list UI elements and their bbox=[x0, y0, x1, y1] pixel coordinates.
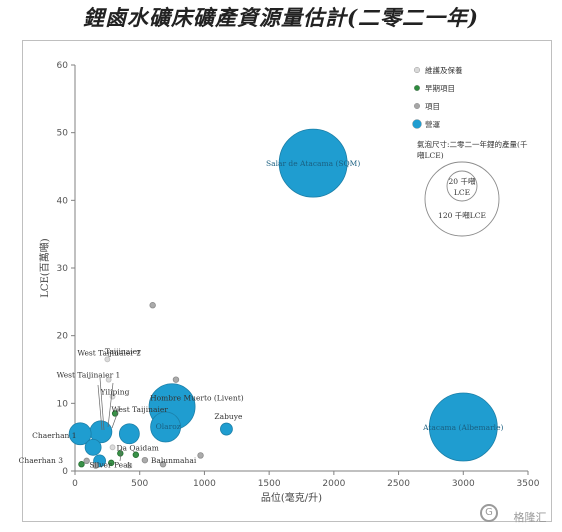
x-tick-label: 500 bbox=[131, 479, 148, 489]
data-point bbox=[105, 376, 112, 383]
size-legend-title: 氣泡尺寸:二零二一年鋰的產量(千 bbox=[417, 139, 528, 149]
x-tick-label: 3000 bbox=[452, 479, 475, 489]
data-point bbox=[118, 423, 140, 445]
legend-marker bbox=[414, 102, 421, 109]
data-label: Da Qaidam bbox=[117, 443, 159, 452]
data-label: West Taijinaier 2 bbox=[77, 348, 141, 357]
y-axis-title: LCE(百萬噸) bbox=[38, 238, 51, 297]
data-label: Taijinaier bbox=[105, 347, 141, 356]
legend-marker bbox=[414, 66, 421, 73]
watermark-text: 格隆汇 bbox=[514, 510, 547, 524]
data-point bbox=[126, 462, 133, 469]
leader-line bbox=[111, 405, 121, 429]
data-point bbox=[159, 461, 167, 468]
data-point bbox=[78, 461, 85, 468]
y-tick-label: 10 bbox=[57, 399, 69, 409]
size-legend-small-label-unit: LCE bbox=[454, 188, 470, 197]
size-legend-small-label: 20 千噸 bbox=[449, 176, 476, 186]
data-point bbox=[197, 452, 204, 459]
data-label: Silver Peak bbox=[89, 461, 132, 470]
data-point bbox=[172, 376, 180, 383]
y-tick-label: 20 bbox=[57, 332, 69, 342]
data-point bbox=[108, 459, 115, 467]
data-label: Salar de Atacama (SQM) bbox=[266, 159, 360, 168]
leader-line bbox=[97, 384, 103, 431]
legend-label: 維護及保養 bbox=[425, 65, 463, 75]
data-point bbox=[278, 128, 348, 198]
data-point bbox=[220, 422, 233, 436]
data-label: West Taijinaier 1 bbox=[57, 371, 121, 380]
data-point bbox=[132, 451, 140, 458]
x-tick-label: 3500 bbox=[517, 479, 540, 489]
data-point bbox=[428, 392, 498, 462]
size-legend-large-circle bbox=[424, 161, 500, 237]
x-tick-label: 1000 bbox=[193, 479, 216, 489]
watermark: G bbox=[480, 502, 550, 524]
data-label: Chaerhan 3 bbox=[19, 456, 64, 465]
data-point bbox=[83, 457, 90, 465]
watermark-logo-icon: G bbox=[480, 504, 498, 522]
x-tick-label: 2500 bbox=[387, 479, 410, 489]
legend-label: 項目 bbox=[425, 102, 440, 111]
data-point bbox=[84, 438, 102, 456]
leader-line bbox=[107, 382, 114, 428]
chart-frame bbox=[22, 40, 552, 522]
y-tick-label: 60 bbox=[57, 61, 69, 71]
x-tick-label: 0 bbox=[72, 479, 78, 489]
x-tick-label: 1500 bbox=[258, 479, 281, 489]
data-point bbox=[141, 456, 149, 464]
data-label: Balunmahai bbox=[151, 456, 197, 465]
data-point bbox=[117, 450, 124, 457]
data-point bbox=[149, 302, 156, 309]
data-label: West Taijinaier bbox=[111, 405, 168, 414]
data-label: Atacama (Albemarle) bbox=[422, 423, 503, 432]
data-label: Zabuye bbox=[214, 412, 243, 421]
chart-title: 鋰鹵水礦床礦產資源量估計(二零二一年) bbox=[83, 5, 479, 30]
data-point bbox=[92, 462, 99, 469]
x-axis-title: 品位(毫克/升) bbox=[261, 491, 322, 504]
y-tick-label: 50 bbox=[57, 129, 69, 139]
legend-label: 早期項目 bbox=[425, 84, 455, 93]
data-point bbox=[104, 356, 111, 363]
legend-marker bbox=[414, 84, 421, 91]
y-tick-label: 40 bbox=[57, 196, 69, 206]
x-tick-label: 2000 bbox=[322, 479, 345, 489]
data-label: Olaroz bbox=[156, 422, 181, 431]
data-point bbox=[109, 444, 116, 451]
legend-label: 營運 bbox=[425, 119, 440, 129]
leader-line bbox=[99, 377, 105, 431]
size-legend-title-cont: 噸LCE) bbox=[417, 150, 444, 160]
data-point bbox=[150, 411, 182, 443]
y-tick-label: 0 bbox=[62, 467, 68, 477]
data-point bbox=[68, 422, 92, 446]
data-label: Chaerhan 1 bbox=[32, 431, 76, 440]
y-tick-label: 30 bbox=[57, 264, 69, 274]
data-label: Hombre Muerto (Livent) bbox=[150, 394, 244, 403]
data-label: Yiliping bbox=[100, 388, 130, 397]
size-legend-small-circle bbox=[446, 170, 478, 202]
size-legend-large-label: 120 千噸LCE bbox=[438, 210, 486, 220]
leader-line bbox=[119, 446, 123, 462]
legend-marker bbox=[412, 119, 422, 129]
